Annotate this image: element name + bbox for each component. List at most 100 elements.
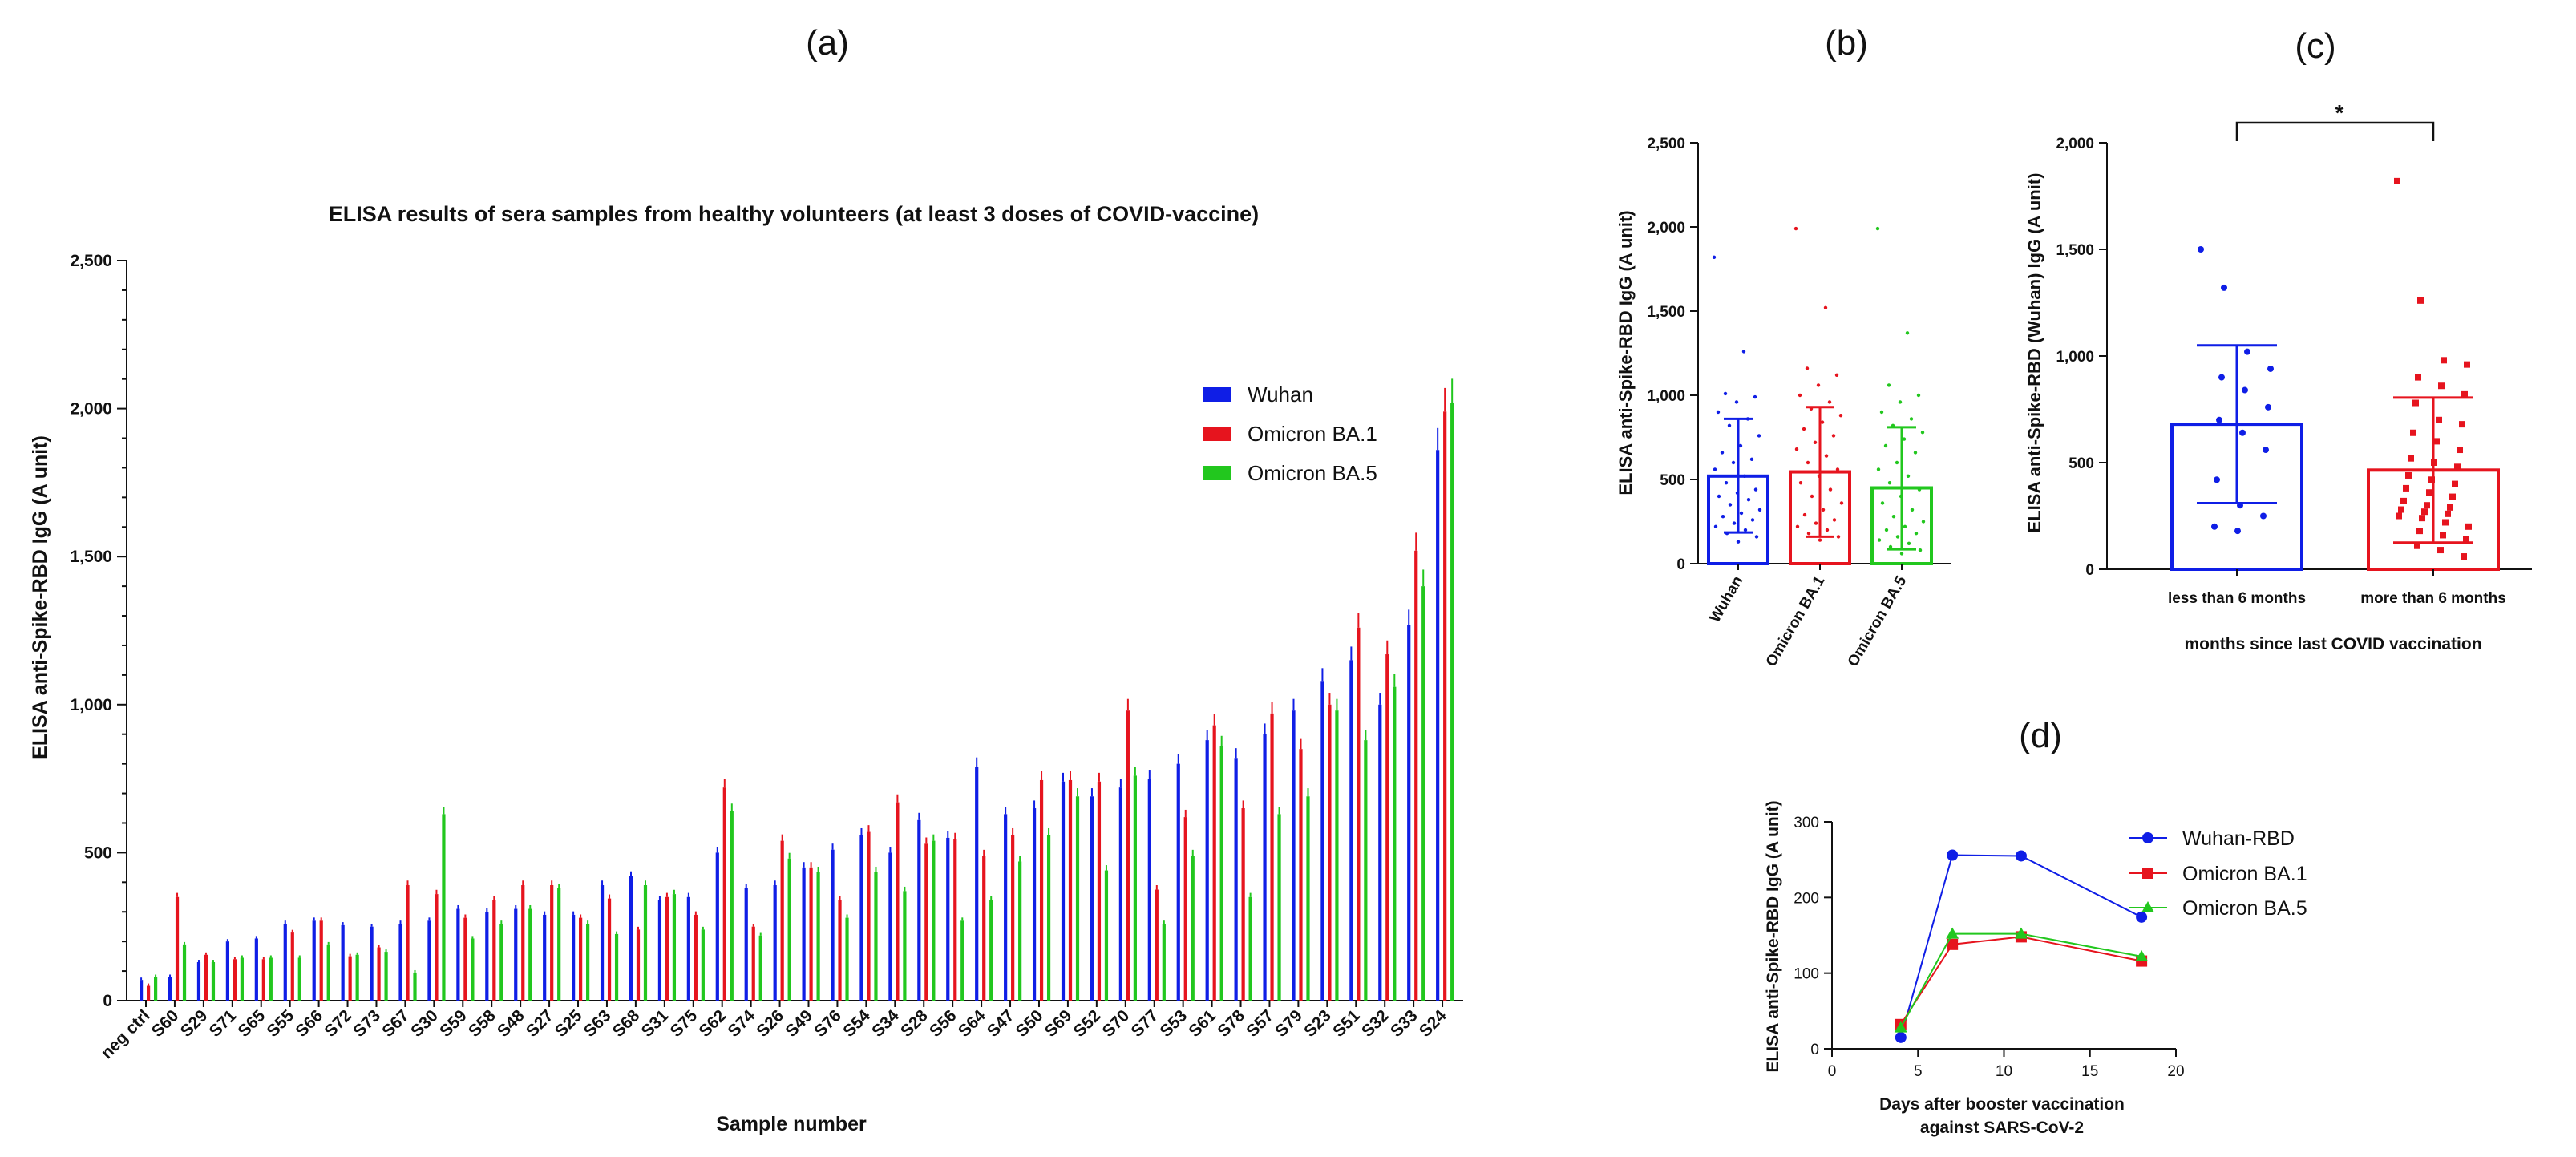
chart-b-point bbox=[1806, 532, 1811, 536]
chart-b-point bbox=[1713, 524, 1718, 528]
chart-a-title: ELISA results of sera samples from healt… bbox=[329, 202, 1259, 226]
chart-b-point bbox=[1817, 474, 1822, 478]
chart-b-point bbox=[1824, 454, 1829, 458]
legend-swatch-ba1 bbox=[1203, 427, 1231, 441]
chart-c-y-tick-label: 2,000 bbox=[2056, 136, 2094, 152]
chart-a-bar-2 bbox=[874, 872, 878, 1001]
chart-b-point bbox=[1713, 467, 1717, 471]
chart-a-bar-0 bbox=[1320, 681, 1324, 1001]
chart-b-point bbox=[1723, 391, 1728, 396]
chart-a-bar-1 bbox=[1126, 710, 1130, 1001]
chart-a-bar-2 bbox=[1421, 586, 1425, 1001]
chart-b-point bbox=[1802, 512, 1807, 517]
chart-b-y-tick-label: 1,500 bbox=[1647, 304, 1685, 321]
chart-a-bar-0 bbox=[831, 849, 835, 1001]
chart-a-bar-1 bbox=[982, 856, 986, 1001]
chart-a-bar-1 bbox=[233, 959, 237, 1001]
chart-a-y-tick-label: 2,500 bbox=[70, 252, 112, 270]
chart-c-point bbox=[2415, 374, 2421, 381]
chart-d: ELISA anti-Spike-RBD IgG (A unit) Days a… bbox=[1764, 800, 2307, 1137]
chart-c-point bbox=[2461, 553, 2467, 560]
chart-c-point bbox=[2426, 489, 2432, 496]
chart-a-bar-0 bbox=[1004, 814, 1008, 1001]
chart-a-bar-2 bbox=[787, 858, 791, 1001]
panel-label-d: (d) bbox=[2019, 716, 2062, 755]
chart-a-bar-0 bbox=[1090, 796, 1094, 1001]
chart-b-point bbox=[1879, 410, 1884, 415]
chart-d-lines bbox=[1894, 849, 2149, 1043]
chart-a-bar-1 bbox=[722, 787, 726, 1001]
chart-b-point bbox=[1891, 515, 1896, 519]
chart-a-bar-1 bbox=[377, 947, 381, 1001]
chart-c-x-label: months since last COVID vaccination bbox=[2184, 635, 2481, 653]
chart-b-point bbox=[1749, 457, 1754, 461]
chart-a-bar-0 bbox=[370, 926, 374, 1001]
chart-c-point bbox=[2452, 480, 2458, 487]
chart-a-bar-2 bbox=[1018, 861, 1022, 1001]
chart-a-bar-2 bbox=[1277, 814, 1281, 1001]
chart-b-point bbox=[1724, 481, 1729, 485]
chart-b-point bbox=[1903, 524, 1907, 528]
chart-a-bar-1 bbox=[809, 867, 813, 1001]
chart-b-point bbox=[1821, 508, 1826, 512]
chart-a-bar-0 bbox=[686, 896, 690, 1001]
chart-d-y-tick-label: 100 bbox=[1793, 966, 1819, 983]
chart-c-point bbox=[2244, 348, 2250, 355]
chart-c-point bbox=[2417, 297, 2424, 304]
chart-a-bar-1 bbox=[579, 917, 583, 1001]
chart-a-bar-2 bbox=[1104, 870, 1109, 1001]
chart-d-x-tick-label: 10 bbox=[1996, 1063, 2012, 1080]
chart-c-point bbox=[2465, 523, 2472, 530]
significance-bracket bbox=[2235, 121, 2435, 141]
chart-a-bar-2 bbox=[240, 957, 245, 1001]
chart-a-bar-2 bbox=[701, 929, 705, 1001]
chart-a-bar-0 bbox=[283, 924, 287, 1001]
chart-a-bar-1 bbox=[204, 954, 208, 1001]
chart-b-point bbox=[1836, 535, 1841, 539]
chart-c-point bbox=[2242, 386, 2248, 394]
chart-d-x-label-line1: Days after booster vaccination bbox=[1879, 1095, 2125, 1114]
chart-d-point-ba5 bbox=[1894, 1021, 1907, 1033]
chart-a-bar-1 bbox=[953, 839, 957, 1001]
chart-a-bar-2 bbox=[1248, 896, 1252, 1001]
chart-b-point bbox=[1798, 481, 1803, 485]
chart-a-bar-0 bbox=[1118, 787, 1122, 1001]
chart-a-bar-1 bbox=[1357, 627, 1361, 1001]
chart-a-bar-1 bbox=[1270, 713, 1274, 1001]
chart-a-bar-2 bbox=[1450, 403, 1454, 1001]
chart-d-point-ba5 bbox=[2014, 927, 2028, 939]
legend-label-ba5-d: Omicron BA.5 bbox=[2182, 897, 2307, 920]
chart-a-bar-0 bbox=[514, 908, 518, 1001]
chart-b-point bbox=[1917, 487, 1922, 492]
chart-c-point bbox=[2403, 484, 2409, 492]
panel-label-b: (b) bbox=[1825, 23, 1868, 63]
chart-b-y-tick-label: 2,000 bbox=[1647, 220, 1685, 237]
chart-b-point bbox=[1825, 528, 1830, 532]
chart-a-bar-0 bbox=[140, 980, 144, 1001]
chart-d-line-0 bbox=[1899, 854, 2142, 1038]
chart-b-point bbox=[1884, 528, 1889, 532]
chart-d-point-ba5 bbox=[2135, 949, 2149, 961]
chart-a-bar-0 bbox=[1349, 660, 1353, 1001]
chart-c-point bbox=[2263, 447, 2269, 454]
chart-a-bar-0 bbox=[629, 876, 633, 1001]
chart-c-y-tick-label: 500 bbox=[2068, 455, 2094, 472]
chart-b-point bbox=[1910, 508, 1915, 512]
chart-a-bar-2 bbox=[528, 908, 532, 1001]
chart-b-point bbox=[1794, 447, 1799, 451]
chart-a-bar-2 bbox=[499, 924, 503, 1001]
chart-d-point-wuhan bbox=[1895, 1031, 1907, 1043]
chart-c-point bbox=[2221, 284, 2227, 291]
legend-swatch-wuhan bbox=[1203, 387, 1231, 402]
chart-a-bar-0 bbox=[341, 924, 345, 1001]
chart-c-point bbox=[2457, 447, 2463, 454]
chart-a-bar-2 bbox=[586, 924, 590, 1001]
chart-b-point bbox=[1750, 518, 1755, 522]
chart-b-point bbox=[1834, 373, 1839, 377]
chart-a-bar-1 bbox=[1212, 725, 1216, 1001]
chart-d-y-tick-label: 0 bbox=[1810, 1042, 1819, 1058]
chart-a-bar-2 bbox=[557, 888, 561, 1001]
chart-a-bar-0 bbox=[168, 977, 172, 1001]
chart-a-bar-1 bbox=[694, 914, 698, 1001]
